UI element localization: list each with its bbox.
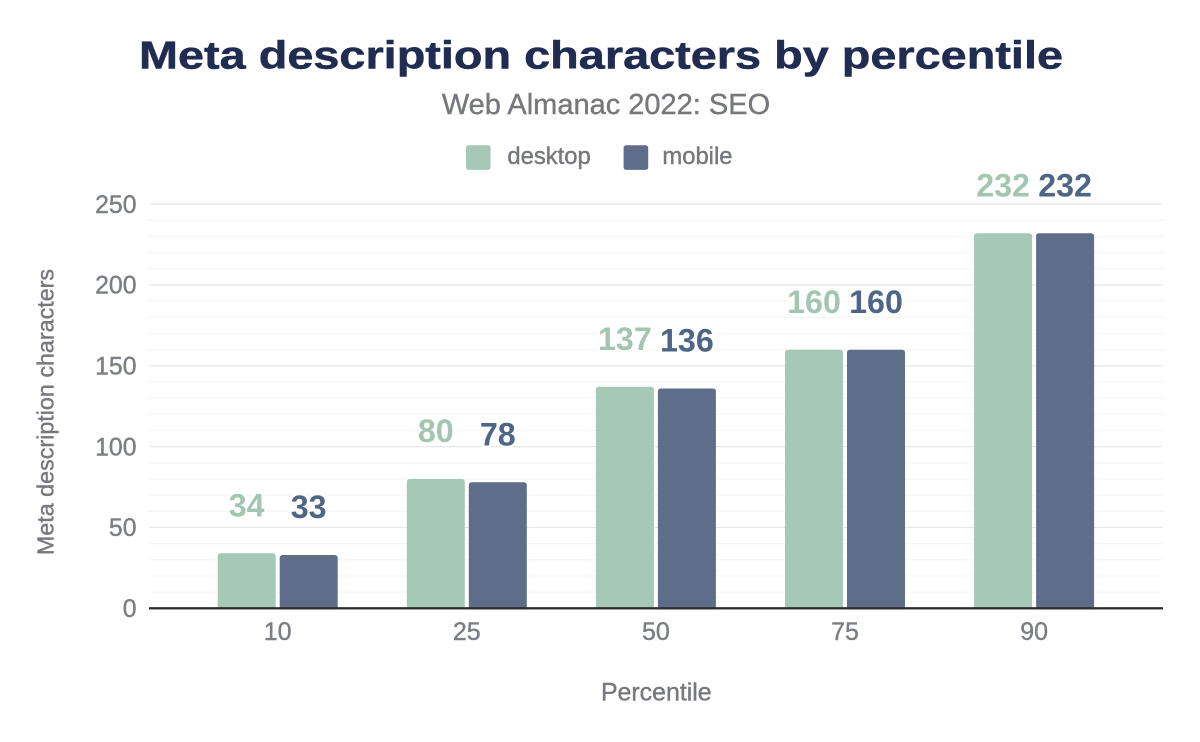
svg-text:34: 34 bbox=[229, 487, 265, 523]
svg-text:Meta description characters: Meta description characters bbox=[33, 269, 59, 555]
svg-text:137: 137 bbox=[598, 321, 652, 357]
svg-text:232: 232 bbox=[976, 167, 1030, 203]
svg-text:100: 100 bbox=[95, 434, 136, 461]
svg-text:0: 0 bbox=[123, 596, 137, 623]
svg-text:136: 136 bbox=[660, 323, 714, 359]
svg-text:10: 10 bbox=[264, 618, 292, 646]
svg-text:Percentile: Percentile bbox=[601, 678, 712, 706]
svg-text:78: 78 bbox=[480, 416, 516, 452]
svg-text:desktop: desktop bbox=[507, 143, 590, 170]
svg-text:250: 250 bbox=[95, 192, 136, 219]
svg-text:160: 160 bbox=[787, 284, 841, 320]
svg-text:mobile: mobile bbox=[662, 143, 732, 170]
svg-text:200: 200 bbox=[95, 273, 136, 300]
svg-text:33: 33 bbox=[291, 489, 327, 525]
svg-text:150: 150 bbox=[95, 354, 136, 381]
svg-text:Meta description characters by: Meta description characters by percentil… bbox=[139, 35, 1063, 78]
svg-text:25: 25 bbox=[453, 618, 481, 646]
svg-text:232: 232 bbox=[1038, 167, 1092, 203]
svg-text:50: 50 bbox=[642, 618, 670, 646]
svg-text:50: 50 bbox=[109, 515, 137, 542]
svg-text:160: 160 bbox=[849, 284, 903, 320]
svg-text:80: 80 bbox=[418, 413, 454, 449]
svg-text:75: 75 bbox=[831, 618, 859, 646]
svg-text:Web Almanac 2022: SEO: Web Almanac 2022: SEO bbox=[442, 89, 770, 121]
svg-text:90: 90 bbox=[1020, 618, 1048, 646]
